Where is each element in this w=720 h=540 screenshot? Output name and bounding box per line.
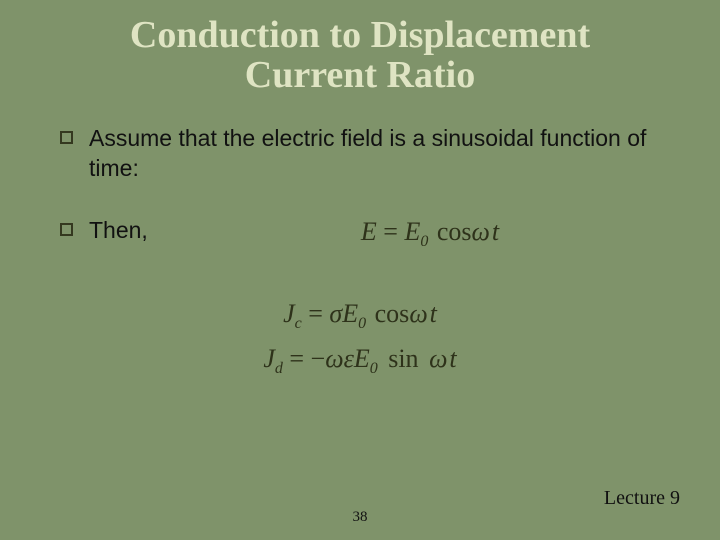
equation-currents: Jc = σE0 cosωt Jd = −ωεE0 sin ωt	[0, 292, 720, 383]
page-number: 38	[353, 509, 368, 526]
bullet-marker	[60, 131, 73, 144]
title-line-1: Conduction to Displacement	[0, 16, 720, 56]
slide-title: Conduction to Displacement Current Ratio	[0, 0, 720, 96]
lecture-label: Lecture 9	[604, 487, 680, 510]
bullet-text: Assume that the electric field is a sinu…	[89, 124, 680, 184]
title-line-2: Current Ratio	[0, 56, 720, 96]
bullet-marker	[60, 223, 73, 236]
equation-jd: Jd = −ωεE0 sin ωt	[0, 337, 720, 382]
bullet-item: Assume that the electric field is a sinu…	[60, 124, 680, 184]
equation-jc: Jc = σE0 cosωt	[0, 292, 720, 337]
